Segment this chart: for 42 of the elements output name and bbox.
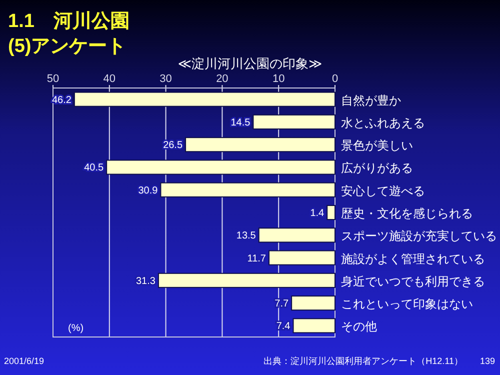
x-tick-label: 30 [160, 73, 172, 85]
bar [292, 318, 336, 334]
data-label: 30.9 [138, 185, 158, 196]
bar [258, 228, 336, 243]
y-tick-label: 安心して遊べる [341, 184, 425, 198]
y-tick-label: これといって印象はない [341, 297, 473, 312]
data-label: 13.5 [236, 230, 256, 242]
y-tick-label: その他 [341, 320, 377, 334]
y-tick-label: 施設がよく管理されている [341, 252, 485, 266]
data-label: 14.5 [230, 117, 251, 128]
bar [106, 160, 336, 175]
text: 139 [480, 356, 495, 366]
x-axis-title: (%) [68, 323, 84, 334]
bar [160, 182, 336, 198]
y-tick-label: 自然が豊か [341, 93, 401, 108]
data-label: 31.3 [136, 276, 156, 287]
bar [252, 114, 336, 130]
x-tick-label: 50 [46, 73, 60, 85]
data-label: 40.5 [84, 162, 104, 174]
y-tick-label: スポーツ施設が充実している [341, 229, 497, 244]
bar [326, 204, 336, 220]
bar [291, 296, 336, 311]
y-tick-label: 身近でいつでも利用できる [341, 274, 485, 288]
y-tick-label: 広がりがある [341, 161, 413, 176]
chart-subtitle: (5)アンケート [8, 36, 126, 57]
x-tick-label: 10 [272, 73, 285, 85]
bar [185, 137, 336, 152]
text: ≪淀川河川公園の印象≫ [178, 56, 322, 71]
chart-title: 1.1 河川公園 [8, 10, 130, 32]
bar [158, 272, 336, 288]
data-label: 11.7 [247, 253, 266, 264]
text: 2001/6/19 [4, 356, 44, 366]
source-note: 出典：淀川河川公園利用者アンケート（H12.11） [264, 356, 463, 366]
x-tick-label: 40 [103, 73, 116, 85]
bar [74, 92, 336, 107]
y-tick-label: 歴史・文化を感じられる [341, 206, 473, 220]
y-tick-label: 水とふれあえる [341, 116, 425, 130]
x-tick-label: 0 [332, 73, 338, 85]
x-tick-label: 20 [216, 73, 228, 85]
data-label: 1.4 [310, 208, 325, 219]
y-tick-label: 景色が美しい [341, 138, 413, 153]
bar [268, 250, 336, 266]
